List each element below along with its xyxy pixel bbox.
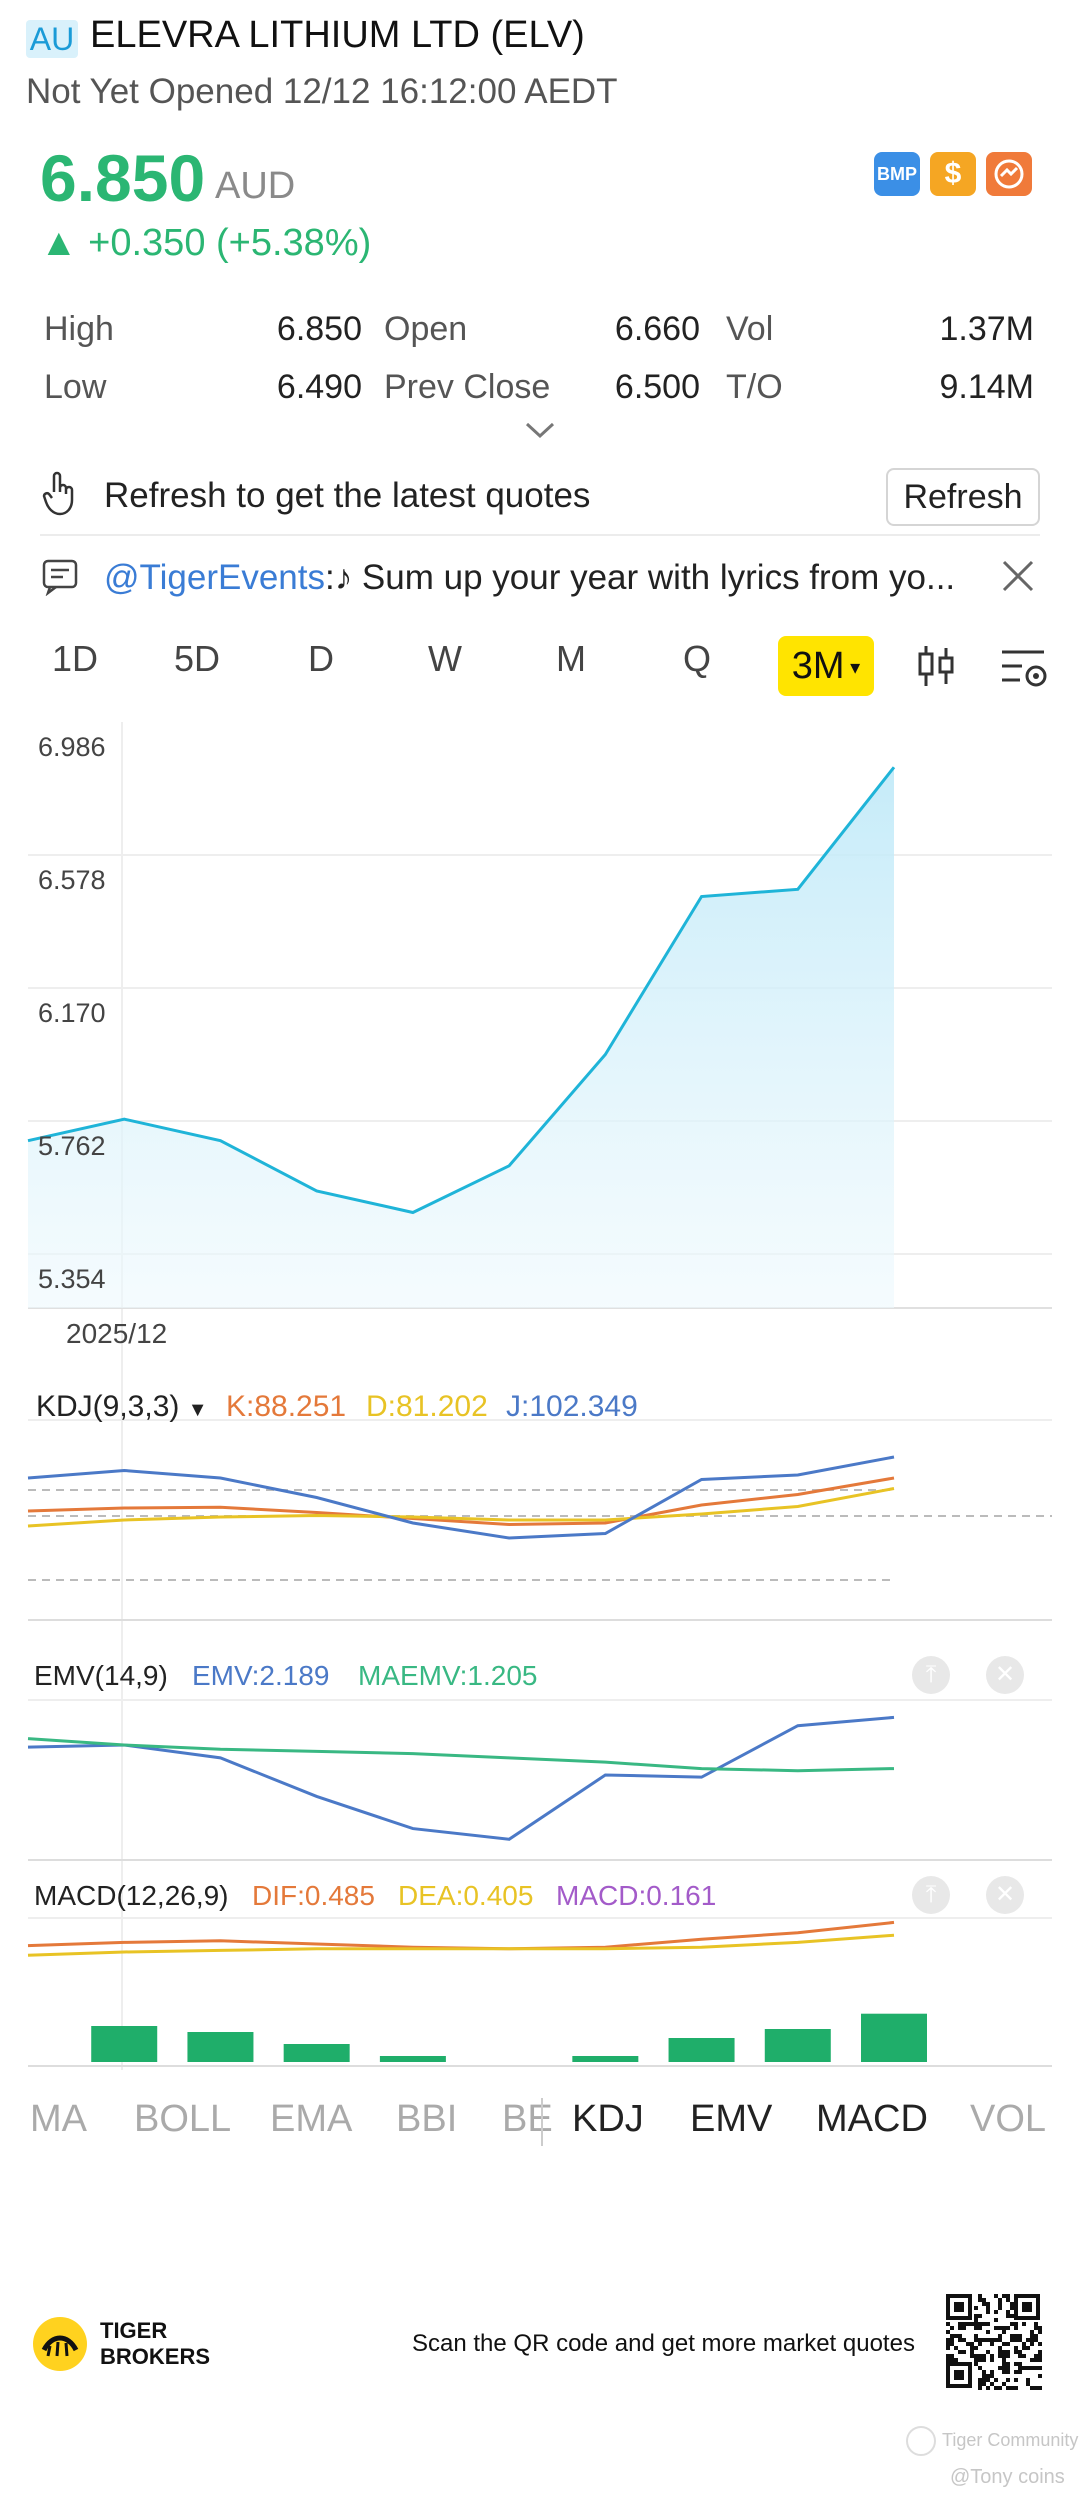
vol-label: Vol [726, 310, 774, 348]
maemv-value: MAEMV:1.205 [358, 1660, 538, 1691]
pin-top-icon[interactable]: ⤒ [912, 1876, 950, 1914]
tab-3m[interactable]: 3M ▾ [778, 636, 874, 696]
tab-d[interactable]: D [308, 638, 334, 679]
kdj-k-value: K:88.251 [226, 1390, 347, 1423]
open-label: Open [384, 310, 468, 348]
x-axis-label: 2025/12 [66, 1318, 168, 1349]
watermark-handle: @Tony coins [950, 2466, 1065, 2488]
close-indicator-icon[interactable]: ✕ [986, 1656, 1024, 1694]
dollar-badge-icon[interactable]: $ [930, 152, 976, 196]
indicator-tab-boll[interactable]: BOLL [134, 2098, 232, 2140]
vol-value: 1.37M [939, 310, 1035, 348]
prev-close-label: Prev Close [384, 368, 551, 406]
indicator-tab-emv[interactable]: EMV [690, 2098, 773, 2140]
to-label: T/O [726, 368, 783, 406]
watermark-community: Tiger Community [906, 2426, 1078, 2456]
macd-title: MACD(12,26,9) [34, 1880, 229, 1911]
low-label: Low [44, 368, 107, 406]
price-line [27, 766, 896, 1215]
indicator-tab-bbi[interactable]: BBI [396, 2098, 458, 2140]
qr-code [944, 2292, 1042, 2390]
ytick-label: 5.354 [38, 1264, 106, 1294]
kdj-title[interactable]: KDJ(9,3,3) ▼ [36, 1390, 208, 1423]
message-icon [40, 556, 80, 601]
macd-series-line [27, 1933, 895, 1957]
currency-label: AUD [215, 165, 296, 207]
open-value: 6.660 [614, 310, 700, 348]
emv-series-line [27, 1715, 895, 1841]
low-value: 6.490 [276, 368, 362, 406]
chart-settings-icon[interactable] [998, 644, 1050, 697]
refresh-button[interactable]: Refresh [886, 468, 1040, 526]
close-banner-icon[interactable] [1000, 558, 1036, 599]
macd-histogram-bar [861, 2013, 927, 2062]
price-change: ▲ +0.350 (+5.38%) [40, 222, 372, 264]
macd-histogram-bar [572, 2056, 639, 2062]
kdj-series-line [27, 1455, 895, 1540]
option-badge-icon[interactable] [986, 152, 1032, 196]
charts-area[interactable] [0, 700, 1080, 2080]
event-banner[interactable]: @TigerEvents:♪ Sum up your year with lyr… [104, 558, 955, 598]
macd-histogram-bar [283, 2044, 350, 2062]
brand-name: TIGER BROKERS [100, 2318, 211, 2369]
to-value: 9.14M [939, 368, 1035, 406]
ytick-label: 5.762 [38, 1131, 106, 1161]
event-text: :♪ Sum up your year with lyrics from yo.… [324, 558, 956, 597]
refresh-message: Refresh to get the latest quotes [104, 476, 591, 515]
indicator-tab-ema[interactable]: EMA [270, 2098, 353, 2140]
emv-series-line [27, 1737, 895, 1773]
pin-top-icon[interactable]: ⤒ [912, 1656, 950, 1694]
macd-histogram-bar [379, 2056, 446, 2062]
ytick-label: 6.986 [38, 732, 106, 762]
candlestick-icon[interactable] [914, 642, 958, 695]
macd-dif-value: DIF:0.485 [252, 1880, 375, 1911]
kdj-series-line [27, 1487, 895, 1528]
kdj-series-line [27, 1476, 895, 1527]
macd-histogram-bar [764, 2029, 831, 2062]
macd-histogram-bar [91, 2026, 158, 2062]
current-price: 6.850 [40, 141, 206, 215]
indicator-tab-kdj[interactable]: KDJ [572, 2098, 644, 2140]
market-badge: AU [26, 20, 78, 58]
kdj-j-value: J:102.349 [506, 1390, 638, 1423]
indicator-tab-vol[interactable]: VOL [970, 2098, 1047, 2140]
expand-chevron-icon[interactable] [524, 420, 556, 447]
prev-close-value: 6.500 [614, 368, 700, 406]
macd-value: MACD:0.161 [556, 1880, 717, 1911]
tiger-brokers-logo [32, 2316, 88, 2377]
scan-text: Scan the QR code and get more market quo… [412, 2330, 915, 2357]
tab-w[interactable]: W [428, 638, 462, 679]
close-indicator-icon[interactable]: ✕ [986, 1876, 1024, 1914]
kdj-d-value: D:81.202 [366, 1390, 488, 1423]
tab-separator [541, 2098, 543, 2146]
emv-title: EMV(14,9) [34, 1660, 168, 1691]
tab-5d[interactable]: 5D [173, 638, 221, 679]
market-status: Not Yet Opened 12/12 16:12:00 AEDT [26, 72, 618, 111]
divider [40, 534, 1040, 536]
macd-histogram-bar [187, 2032, 254, 2062]
macd-histogram-bar [668, 2038, 735, 2062]
high-label: High [44, 310, 114, 348]
macd-dea-value: DEA:0.405 [398, 1880, 534, 1911]
event-handle[interactable]: @TigerEvents [104, 558, 325, 597]
bmp-badge-icon[interactable]: BMP [874, 152, 920, 196]
price-area [28, 767, 894, 1308]
emv-value: EMV:2.189 [192, 1660, 330, 1691]
high-value: 6.850 [276, 310, 362, 348]
stock-title: ELEVRA LITHIUM LTD (ELV) [90, 14, 585, 56]
tab-q[interactable]: Q [682, 638, 711, 679]
indicator-tab-ma[interactable]: MA [30, 2098, 87, 2140]
tab-m[interactable]: M [556, 638, 586, 679]
indicator-tab-be[interactable]: BE [502, 2098, 553, 2140]
ytick-label: 6.578 [38, 865, 106, 895]
tab-1d[interactable]: 1D [51, 638, 99, 679]
ytick-label: 6.170 [38, 998, 106, 1028]
hand-pointer-icon [40, 470, 80, 523]
indicator-tab-macd[interactable]: MACD [816, 2098, 928, 2140]
